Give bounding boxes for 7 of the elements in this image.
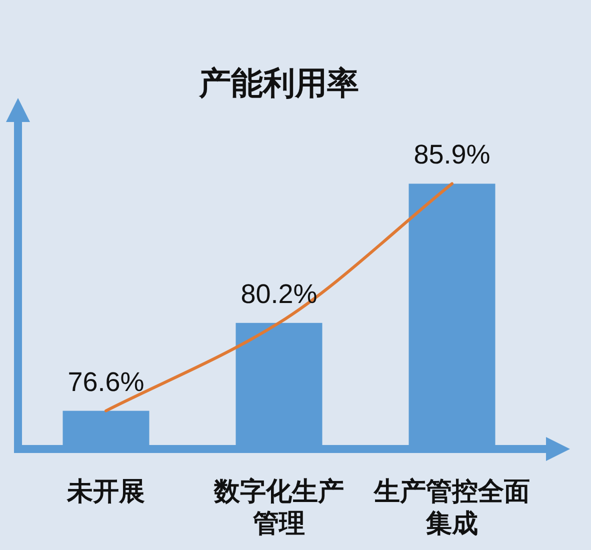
data-label: 76.6% [68, 366, 144, 397]
x-tick-label: 未开展 [66, 476, 145, 506]
data-label: 80.2% [240, 278, 318, 309]
x-tick-label: 生产管控全面集成 [373, 476, 530, 538]
x-tick-label: 数字化生产管理 [213, 476, 344, 538]
chart-title: 产能利用率 [198, 65, 359, 101]
data-label: 85.9% [414, 140, 490, 170]
